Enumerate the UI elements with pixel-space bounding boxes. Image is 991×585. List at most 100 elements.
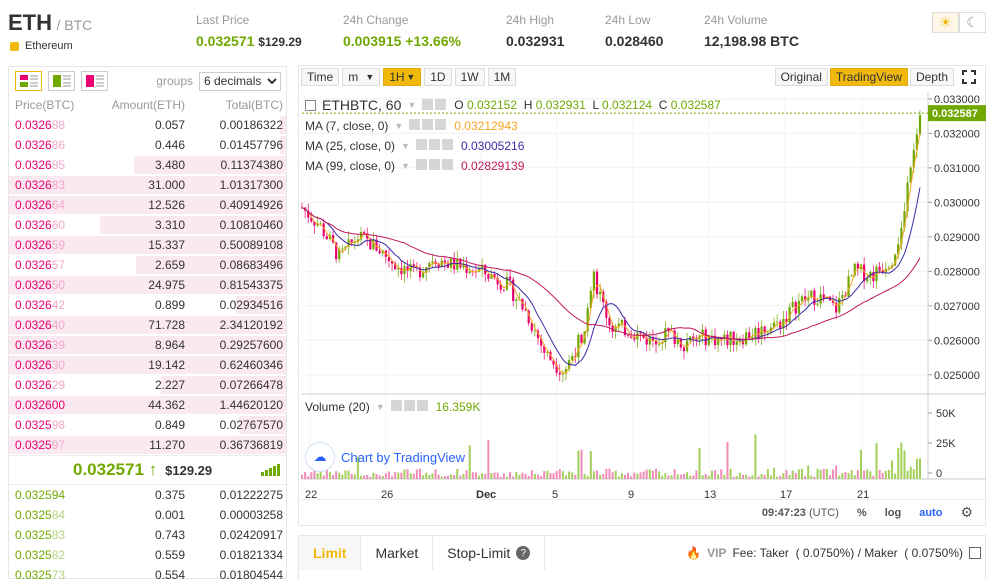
tab-limit[interactable]: Limit xyxy=(299,536,362,570)
price-major: 0.0325 xyxy=(15,438,52,452)
caret-down-icon[interactable]: ▼ xyxy=(407,100,417,110)
volume-bar xyxy=(847,472,850,479)
interval-1w-button[interactable]: 1W xyxy=(454,68,485,86)
x-tick-label: 21 xyxy=(857,489,869,500)
volume-bar xyxy=(903,450,906,479)
caret-down-icon[interactable]: ▼ xyxy=(394,121,404,131)
interval-1h-button[interactable]: 1H ▼ xyxy=(383,68,422,86)
book-both-icon[interactable] xyxy=(15,71,42,91)
volume-bar xyxy=(745,474,748,479)
candle-body xyxy=(803,296,807,301)
volume-bar xyxy=(912,469,915,479)
ask-row[interactable]: 0.032657 2.659 0.08683496 xyxy=(9,255,286,275)
ask-row[interactable]: 0.032688 0.057 0.00186322 xyxy=(9,115,286,135)
fee-checkbox[interactable] xyxy=(969,547,981,559)
interval-1m-button[interactable]: 1M xyxy=(487,68,517,86)
ask-row[interactable]: 0.032659 15.337 0.50089108 xyxy=(9,235,286,255)
sun-icon[interactable]: ☀ xyxy=(932,12,959,33)
caret-down-icon[interactable]: ▼ xyxy=(401,141,410,151)
candle-body xyxy=(887,267,891,269)
candle-body xyxy=(651,337,655,341)
volume-bar xyxy=(537,474,540,479)
view-original-button[interactable]: Original xyxy=(774,68,828,86)
book-asks-icon[interactable] xyxy=(81,71,108,91)
percent-toggle[interactable]: % xyxy=(856,506,867,519)
timezone[interactable]: (UTC) xyxy=(808,506,839,519)
settings-gear-icon[interactable]: ⚙ xyxy=(960,504,973,520)
book-bids-icon[interactable] xyxy=(48,71,75,91)
tab-stop-limit[interactable]: Stop-Limit? xyxy=(433,536,546,570)
minute-dropdown[interactable]: m ▼ xyxy=(342,68,381,86)
volume-bar xyxy=(856,470,859,479)
decimals-select[interactable]: 6 decimals xyxy=(199,71,281,91)
bid-row[interactable]: 0.032583 0.743 0.02420917 xyxy=(9,525,286,545)
order-book-header: Price(BTC) Amount(ETH) Total(BTC) xyxy=(9,95,286,115)
collapse-icon[interactable] xyxy=(305,99,316,111)
ask-row[interactable]: 0.032597 11.270 0.36736819 xyxy=(9,435,286,455)
ask-row[interactable]: 0.032650 24.975 0.81543375 xyxy=(9,275,286,295)
amount-cell: 0.001 xyxy=(154,508,185,522)
candle-body xyxy=(338,249,341,260)
price-minor: 88 xyxy=(51,118,66,132)
caret-down-icon[interactable]: ▼ xyxy=(375,402,385,412)
volume-bar xyxy=(328,471,331,479)
candle-body xyxy=(515,299,518,302)
candle-body xyxy=(406,266,409,272)
price-major: 0.0326 xyxy=(15,278,52,292)
candle-body xyxy=(757,328,760,338)
caret-down-icon[interactable]: ▼ xyxy=(401,161,410,171)
ask-row[interactable]: 0.032630 19.142 0.62460346 xyxy=(9,355,286,375)
volume-bar xyxy=(717,474,720,479)
bid-row[interactable]: 0.032582 0.559 0.01821334 xyxy=(9,545,286,565)
volume-bar xyxy=(422,475,425,479)
total-cell: 0.81543375 xyxy=(219,278,283,292)
volume-bar xyxy=(462,473,465,479)
last-price-tag xyxy=(928,105,986,122)
ask-row[interactable]: 0.032683 31.000 1.01317300 xyxy=(9,175,286,195)
candle-body xyxy=(586,308,589,332)
bid-row[interactable]: 0.032594 0.375 0.01222275 xyxy=(9,485,286,505)
tradingview-watermark[interactable]: ☁ Chart by TradingView xyxy=(305,442,465,472)
ask-row[interactable]: 0.032640 71.728 2.34120192 xyxy=(9,315,286,335)
total-cell: 0.01821334 xyxy=(219,548,283,562)
volume-bar xyxy=(794,472,797,479)
price-minor: 82 xyxy=(51,548,66,562)
coin-info[interactable]: Ethereum xyxy=(10,40,73,52)
ask-row[interactable]: 0.032685 3.480 0.11374380 xyxy=(9,155,286,175)
auto-toggle[interactable]: auto xyxy=(919,506,943,519)
price-header: Price(BTC) xyxy=(15,98,75,112)
view-tradingview-button[interactable]: TradingView xyxy=(829,68,908,86)
ask-row[interactable]: 0.032598 0.849 0.02767570 xyxy=(9,415,286,435)
interval-1d-button[interactable]: 1D xyxy=(424,68,452,86)
volume-bar xyxy=(512,476,515,479)
volume-bar xyxy=(391,476,394,479)
bid-row[interactable]: 0.032584 0.001 0.00003258 xyxy=(9,505,286,525)
tab-market[interactable]: Market xyxy=(361,536,434,570)
ask-row[interactable]: 0.032642 0.899 0.02934516 xyxy=(9,295,286,315)
y-tick-label: 0.026000 xyxy=(934,335,980,347)
candlestick-chart[interactable]: 0.033000 0.032000 0.031000 0.030000 0.029000… xyxy=(300,92,986,500)
ask-row[interactable]: 0.032686 0.446 0.01457796 xyxy=(9,135,286,155)
moon-icon[interactable]: ☾ xyxy=(959,12,986,33)
help-icon[interactable]: ? xyxy=(516,546,531,560)
price-minor: 85 xyxy=(51,158,66,172)
bid-row[interactable]: 0.032573 0.554 0.01804544 xyxy=(9,565,286,585)
ask-row[interactable]: 0.032600 44.362 1.44620120 xyxy=(9,395,286,415)
ask-row[interactable]: 0.032660 3.310 0.10810460 xyxy=(9,215,286,235)
fullscreen-icon[interactable] xyxy=(956,68,982,86)
ask-row[interactable]: 0.032664 12.526 0.40914926 xyxy=(9,195,286,215)
volume-bar xyxy=(580,449,583,479)
price-minor: 84 xyxy=(51,508,66,522)
candle-body xyxy=(549,351,552,361)
candle-body xyxy=(639,332,642,334)
candle-body xyxy=(676,338,679,345)
ask-row[interactable]: 0.032639 8.964 0.29257600 xyxy=(9,335,286,355)
view-depth-button[interactable]: Depth xyxy=(909,68,954,86)
volume-bar xyxy=(720,469,723,479)
volume-bar xyxy=(757,476,760,479)
candle-body xyxy=(394,263,397,270)
ask-row[interactable]: 0.032629 2.227 0.07266478 xyxy=(9,375,286,395)
time-button[interactable]: Time xyxy=(301,68,340,86)
candle-body xyxy=(692,336,695,339)
log-toggle[interactable]: log xyxy=(884,506,902,519)
